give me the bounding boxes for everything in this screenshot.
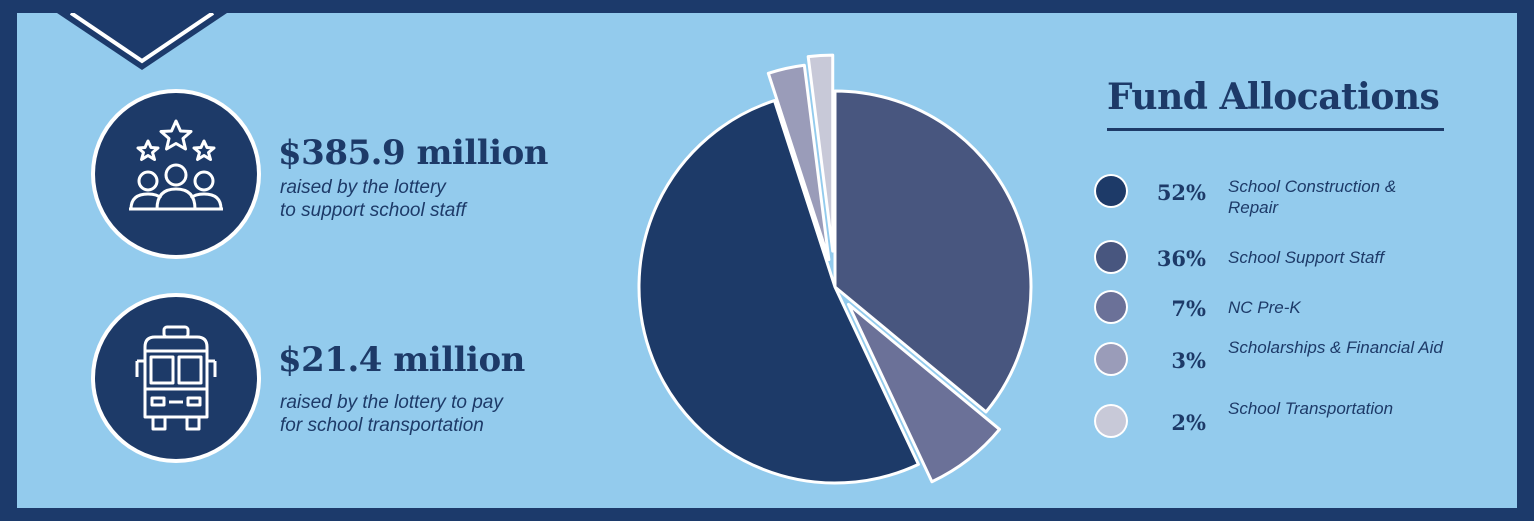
legend-percent: 36% [1156,246,1206,271]
pie-slice-school-construction-repair [637,99,920,485]
transportation-amount: $21.4 million [278,340,525,380]
pie-slice-scholarships-financial-aid [766,63,831,262]
staff-description-line2: to support school staff [280,200,466,221]
panel-notch [57,13,227,70]
legend-label: School Transportation [1228,399,1394,418]
legend-item-support-staff: 36% School Support Staff [1096,242,1456,302]
transportation-description: raised by the lottery to pay for school … [280,391,580,437]
staff-description: raised by the lottery to support school … [280,176,580,222]
legend-swatch [1096,406,1126,436]
legend-divider [1107,128,1444,131]
legend-label: Scholarships & Financial Aid [1228,338,1443,357]
legend-label: School Support Staff [1228,248,1384,267]
people-stars-icon [95,93,257,255]
legend-swatch [1096,292,1126,322]
legend-swatch [1096,176,1126,206]
pie-slice-school-transportation [806,53,835,253]
legend-percent: 3% [1171,348,1206,373]
staff-description-line1: raised by the lottery [280,177,446,198]
staff-amount: $385.9 million [278,133,549,173]
legend-label: School Construction & Repair [1228,177,1397,217]
legend-percent: 7% [1171,296,1206,321]
pie-slice-school-support-staff [833,89,1033,414]
school-bus-icon [95,297,257,459]
pie-slice-nc-pre-k [846,302,1002,484]
transportation-description-line2: for school transportation [280,415,484,436]
transportation-description-line1: raised by the lottery to pay [280,392,503,413]
legend-title: Fund Allocations [1107,76,1440,118]
legend-percent: 52% [1156,180,1206,205]
legend-item-transportation: 2% School Transportation [1096,399,1456,466]
legend-percent: 2% [1171,410,1206,435]
legend-item-pre-k: 7% NC Pre-K [1096,292,1456,352]
legend-label: NC Pre-K [1228,298,1301,317]
legend-swatch [1096,242,1126,272]
legend-swatch [1096,344,1126,374]
legend-item-scholarships: 3% Scholarships & Financial Aid [1096,338,1456,404]
legend-item-construction: 52% School Construction & Repair [1096,176,1456,236]
